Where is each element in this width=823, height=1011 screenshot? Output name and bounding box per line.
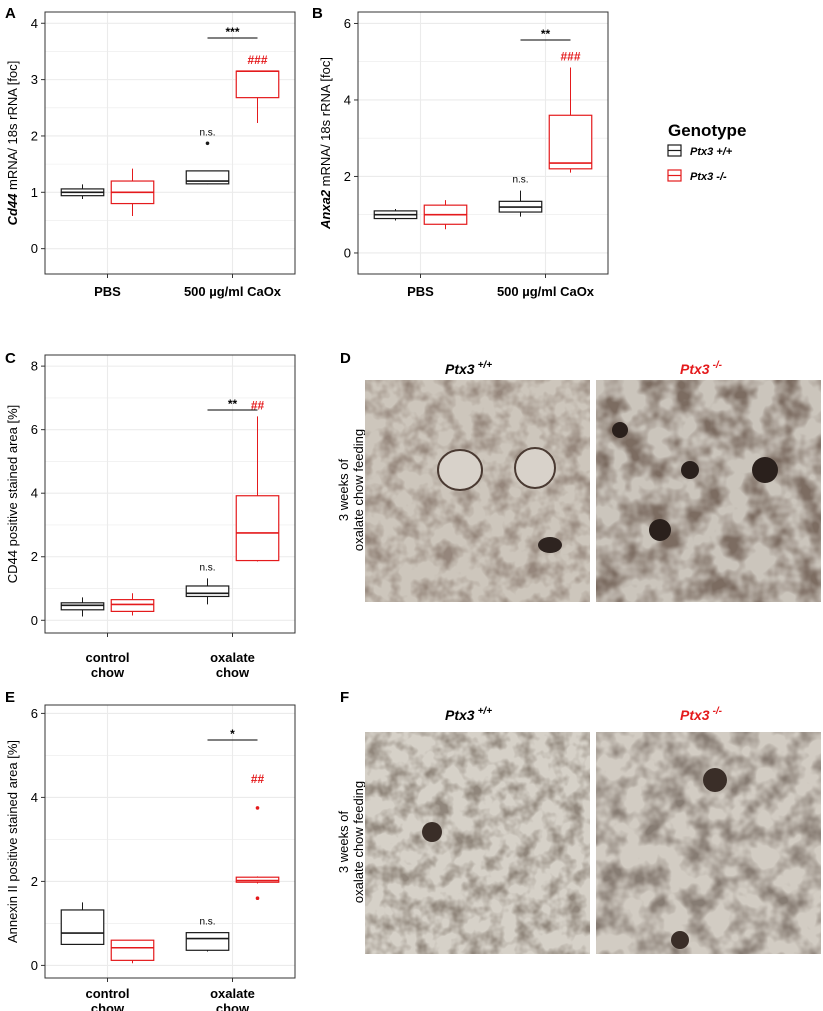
y-tick-label: 6 — [31, 422, 38, 437]
box-wt-1 — [60, 602, 105, 611]
y-tick-label: 6 — [344, 16, 351, 31]
x-category-label: 500 µg/ml CaOx — [184, 284, 282, 299]
y-tick-label: 3 — [31, 72, 38, 87]
x-category-label: control — [85, 986, 129, 1001]
box-wt-2 — [185, 585, 230, 598]
x-category-label: oxalate — [210, 986, 255, 1001]
x-category-label-line2: chow — [216, 1001, 250, 1011]
box-ko-2 — [235, 495, 280, 562]
panel-border — [44, 354, 296, 634]
significance-hash: ## — [251, 398, 265, 412]
panel-f-side-label-2: oxalate chow feeding — [351, 781, 366, 903]
panel-f-title-wt: Ptx3 +/+ — [445, 706, 492, 723]
y-tick-label: 0 — [31, 958, 38, 973]
outlier-ko-2 — [255, 806, 260, 810]
image-panel-f: Ptx3 +/+ Ptx3 -/- 3 weeks of oxalate chow … — [336, 706, 821, 954]
box-ko-1 — [110, 599, 155, 612]
panel-border — [357, 11, 609, 275]
legend-title: Genotype — [668, 121, 746, 140]
panel-border — [44, 11, 296, 275]
panel-d-title-wt: Ptx3 +/+ — [445, 360, 492, 377]
micrograph-f-ko — [596, 732, 821, 954]
outlier-ko-2 — [255, 896, 260, 900]
y-axis-label: Anxa2 mRNA/ 18s rRNA [foc] — [318, 57, 333, 230]
y-tick-label: 1 — [31, 185, 38, 200]
panel-border — [44, 704, 296, 979]
chart-panel-a: 0 1 2 3 4 PBS 500 µg/ml CaOx Cd44 mRNA/ 18s rRN… — [5, 11, 296, 299]
legend: Genotype Ptx3 +/+ Ptx3 -/- — [667, 121, 746, 183]
y-tick-label: 6 — [31, 706, 38, 721]
box-wt-2 — [185, 170, 230, 185]
micrograph-d-wt — [365, 380, 590, 602]
image-panel-d: Ptx3 +/+ Ptx3 -/- 3 weeks of oxalate chow … — [336, 360, 821, 602]
y-tick-label: 0 — [31, 241, 38, 256]
panel-letter-d: D — [340, 350, 351, 367]
panel-f-side-label-1: 3 weeks of — [336, 811, 351, 874]
significance-hash: ## — [251, 772, 265, 786]
y-tick-label: 4 — [31, 486, 38, 501]
micrograph-f-wt — [365, 732, 590, 954]
legend-label-wt: Ptx3 +/+ — [690, 146, 733, 158]
x-category-label-line2: chow — [91, 665, 125, 680]
not-significant-label: n.s. — [199, 917, 215, 928]
x-category-label: control — [85, 650, 129, 665]
panel-d-title-ko: Ptx3 -/- — [680, 360, 723, 377]
not-significant-label: n.s. — [512, 175, 528, 186]
x-category-label-line2: chow — [91, 1001, 125, 1011]
y-tick-label: 4 — [344, 92, 351, 107]
significance-stars: ** — [541, 27, 551, 41]
not-significant-label: n.s. — [199, 562, 215, 573]
box-ko-2 — [548, 114, 593, 170]
panel-letter-c: C — [5, 350, 16, 367]
panel-d-side-label-2: oxalate chow feeding — [351, 429, 366, 551]
box-wt-1 — [60, 909, 105, 946]
x-category-label-line2: chow — [216, 665, 250, 680]
x-category-label: 500 µg/ml CaOx — [497, 284, 595, 299]
panel-letter-e: E — [5, 689, 15, 706]
y-tick-label: 4 — [31, 16, 38, 31]
x-category-label: PBS — [407, 284, 434, 299]
significance-hash: ### — [560, 49, 580, 63]
legend-label-ko: Ptx3 -/- — [690, 171, 727, 183]
y-tick-label: 4 — [31, 790, 38, 805]
y-tick-label: 2 — [31, 874, 38, 889]
panel-letter-b: B — [312, 5, 323, 22]
significance-stars: *** — [225, 25, 239, 39]
panel-d-side-label-1: 3 weeks of — [336, 459, 351, 522]
panel-f-title-ko: Ptx3 -/- — [680, 706, 723, 723]
x-category-label: oxalate — [210, 650, 255, 665]
outlier-wt-2 — [205, 141, 210, 146]
y-tick-label: 8 — [31, 359, 38, 374]
significance-stars: ** — [228, 397, 238, 411]
box-ko-2 — [235, 876, 280, 883]
y-tick-label: 2 — [31, 549, 38, 564]
panel-letter-a: A — [5, 5, 16, 22]
significance-hash: ### — [247, 53, 267, 67]
box-ko-2 — [235, 70, 280, 99]
y-axis-label: Annexin II positive stained area [%] — [5, 740, 20, 943]
significance-stars: * — [230, 727, 235, 741]
y-tick-label: 2 — [344, 169, 351, 184]
panel-letter-f: F — [340, 689, 349, 706]
y-axis-label: Cd44 mRNA/ 18s rRNA [foc] — [5, 61, 20, 226]
box-wt-2 — [185, 932, 230, 951]
y-axis-label: CD44 positive stained area [%] — [5, 405, 20, 583]
y-tick-label: 0 — [31, 613, 38, 628]
y-tick-label: 0 — [344, 245, 351, 260]
y-tick-label: 2 — [31, 128, 38, 143]
not-significant-label: n.s. — [199, 127, 215, 138]
micrograph-d-ko — [596, 380, 821, 602]
box-ko-1 — [110, 939, 155, 961]
x-category-label: PBS — [94, 284, 121, 299]
chart-panel-b: 0 2 4 6 PBS 500 µg/ml CaOx Anxa2 mRNA/ 18s rRN… — [318, 11, 609, 299]
